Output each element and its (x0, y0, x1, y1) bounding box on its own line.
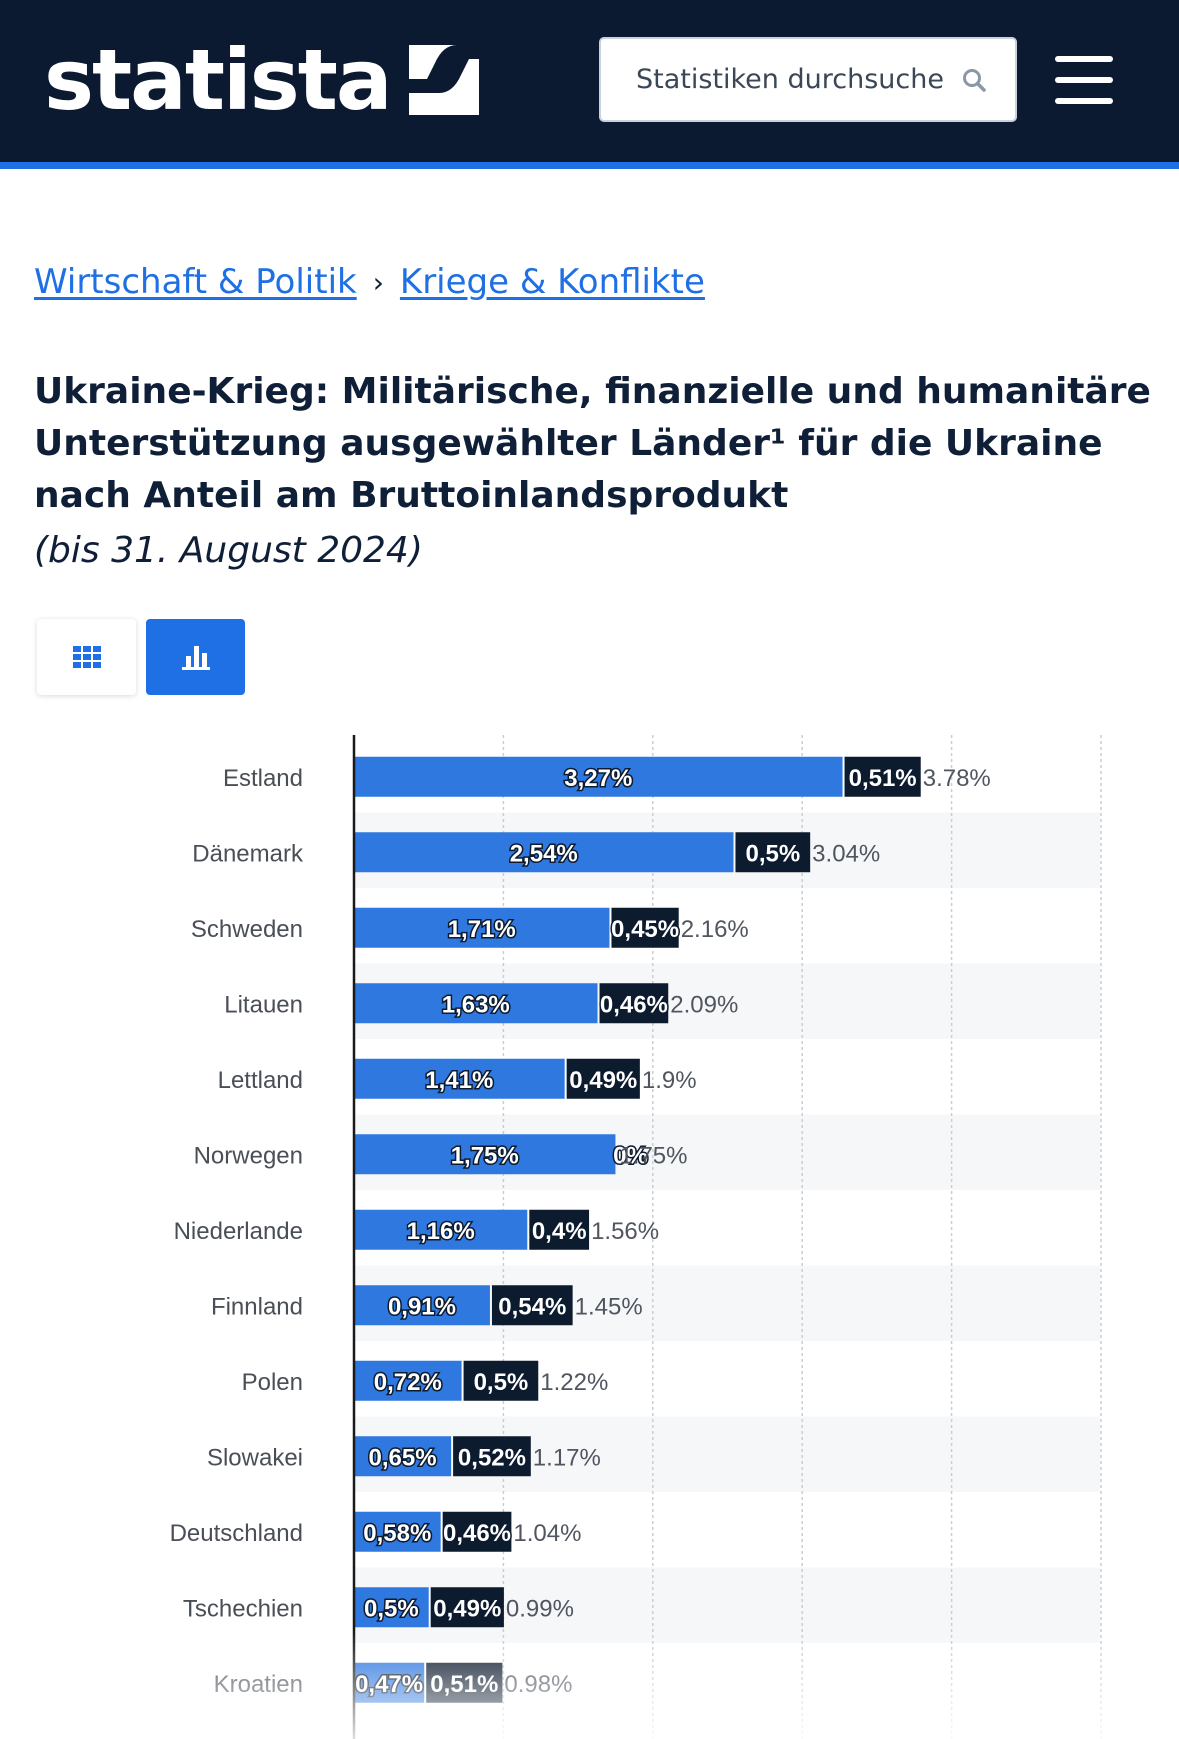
bar-segment (354, 832, 734, 873)
category-label: Lettland (218, 1067, 303, 1094)
total-label: 0.99% (506, 1595, 574, 1622)
hamburger-menu-icon[interactable] (1055, 56, 1113, 104)
table-view-button[interactable] (37, 619, 136, 695)
data-label: 0,91% (388, 1293, 456, 1320)
bar-segment (599, 983, 669, 1024)
search-icon[interactable] (961, 67, 987, 93)
total-label: 3.04% (812, 840, 880, 867)
bar-segment (566, 1058, 640, 1099)
bar-segment (354, 1511, 441, 1552)
data-label: 0,51% (430, 1671, 498, 1698)
bar-segment (442, 1511, 512, 1552)
category-label: Finnland (211, 1293, 303, 1320)
bar-segment (354, 1436, 452, 1477)
logo-mark-icon (408, 45, 479, 115)
category-label: Schweden (191, 916, 303, 943)
data-label: 0% (613, 1142, 648, 1169)
bar-segment (491, 1285, 573, 1326)
total-label: 2.09% (670, 991, 738, 1018)
total-label: 2.16% (681, 916, 749, 943)
data-label: 0,5% (745, 840, 800, 867)
page-title: Ukraine-Krieg: Militärische, finanzielle… (34, 371, 1151, 516)
total-label: 1.45% (575, 1293, 643, 1320)
data-label: 0,54% (498, 1293, 566, 1320)
data-label: 0,47% (355, 1671, 423, 1698)
bar-segment (453, 1436, 531, 1477)
bar-chart-icon (181, 646, 210, 670)
category-label: Deutschland (170, 1520, 303, 1547)
bar-segment (529, 1209, 590, 1250)
bar-segment (354, 1360, 462, 1401)
logo-text: statista (44, 31, 393, 129)
total-label: 0.98% (504, 1671, 572, 1698)
data-label: 0,46% (443, 1520, 511, 1547)
bar-segment (354, 983, 598, 1024)
total-label: 1.17% (533, 1444, 601, 1471)
data-label: 0,58% (363, 1520, 431, 1547)
page-subtitle: (bis 31. August 2024) (34, 530, 423, 571)
data-label: 2,54% (510, 840, 578, 867)
bar-segment (354, 756, 843, 797)
category-label: Estland (223, 765, 303, 792)
site-header: statista (0, 0, 1179, 169)
data-label: 0,5% (474, 1369, 529, 1396)
grid-icon (72, 646, 101, 668)
data-label: 1,75% (451, 1142, 519, 1169)
total-label: 1.9% (642, 1067, 697, 1094)
bar-segment (735, 832, 811, 873)
breadcrumb-separator: › (372, 265, 384, 299)
data-label: 1,16% (407, 1218, 475, 1245)
bar-segment (354, 1587, 429, 1628)
bar-segment (354, 1209, 528, 1250)
category-label: Niederlande (174, 1218, 303, 1245)
data-label: 0,45% (611, 916, 679, 943)
breadcrumb: Wirtschaft & Politik › Kriege & Konflikt… (34, 262, 705, 302)
bar-segment (430, 1587, 504, 1628)
total-label: 1.56% (591, 1218, 659, 1245)
data-label: 1,71% (448, 916, 516, 943)
category-label: Polen (242, 1369, 303, 1396)
data-label: 0,51% (849, 765, 917, 792)
chart-svg: Estland 3,27% 0,51% 3.78%Dänemark 2,54% 0,5% 3… (170, 735, 1102, 1739)
data-label: 0,72% (374, 1369, 442, 1396)
statista-logo[interactable]: statista (44, 38, 479, 122)
search-box[interactable] (599, 37, 1017, 122)
chart-view-button[interactable] (146, 619, 245, 695)
data-label: 1,63% (442, 991, 510, 1018)
category-label: Litauen (224, 991, 303, 1018)
bar-chart: Estland 3,27% 0,51% 3.78% Dänemark 2,54% 0,5% 3… (0, 720, 1179, 1739)
data-label: 0,49% (569, 1067, 637, 1094)
category-label: Kroatien (214, 1671, 303, 1698)
bar-segment (354, 1285, 490, 1326)
data-label: 0,49% (433, 1595, 501, 1622)
data-label: 1,41% (425, 1067, 493, 1094)
bar-segment (844, 756, 921, 797)
search-input[interactable] (636, 64, 946, 95)
category-label: Norwegen (194, 1142, 303, 1169)
category-label: Tschechien (183, 1595, 303, 1622)
total-label: 3.78% (923, 765, 991, 792)
data-label: 0,5% (364, 1595, 419, 1622)
bar-segment (611, 907, 679, 948)
bar-segment (463, 1360, 539, 1401)
category-label: Slowakei (207, 1444, 303, 1471)
breadcrumb-link-wirtschaft-politik[interactable]: Wirtschaft & Politik (34, 262, 357, 302)
data-label: 0,65% (369, 1444, 437, 1471)
bar-segment (354, 907, 610, 948)
data-label: 0,46% (600, 991, 668, 1018)
bar-segment (354, 1058, 565, 1099)
total-label: 1.04% (513, 1520, 581, 1547)
breadcrumb-link-kriege-konflikte[interactable]: Kriege & Konflikte (399, 262, 705, 302)
bar-segment (354, 1134, 616, 1175)
data-label: 3,27% (564, 765, 632, 792)
data-label: 0,4% (532, 1218, 587, 1245)
data-label: 0,52% (458, 1444, 526, 1471)
total-label: 1.22% (540, 1369, 608, 1396)
total-label: 1.75% (619, 1142, 687, 1169)
category-label: Dänemark (192, 840, 304, 867)
